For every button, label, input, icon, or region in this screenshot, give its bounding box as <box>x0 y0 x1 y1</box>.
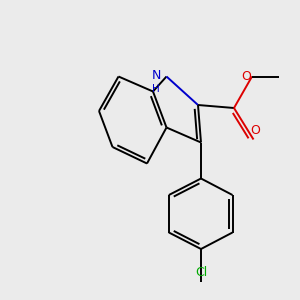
Text: O: O <box>241 70 251 83</box>
Text: Cl: Cl <box>195 266 207 279</box>
Text: O: O <box>250 124 260 136</box>
Text: N: N <box>152 69 161 82</box>
Text: H: H <box>152 84 160 94</box>
